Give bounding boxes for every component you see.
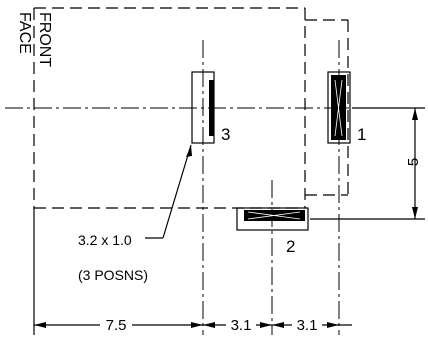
vertical-dim-value: 5 xyxy=(405,158,422,166)
lead-pos2 xyxy=(236,207,309,231)
front-face-label: FRONT FACE xyxy=(16,12,53,67)
front-label: FRONT xyxy=(36,12,53,67)
pos2-label: 2 xyxy=(286,237,295,256)
note-leader xyxy=(145,144,192,239)
pos3-label: 3 xyxy=(221,125,230,144)
face-label: FACE xyxy=(16,12,33,54)
lead-pos3 xyxy=(191,71,215,144)
lead-pos1 xyxy=(327,71,351,144)
pos1-label: 1 xyxy=(357,125,366,144)
dim-pos2-to-pos1: 3.1 xyxy=(297,317,318,334)
rear-outline xyxy=(305,19,349,196)
dim-pos3-to-pos2: 3.1 xyxy=(231,317,252,334)
note-size: 3.2 x 1.0 xyxy=(78,232,132,248)
dim-front-to-pos3: 7.5 xyxy=(106,317,127,334)
vertical-dimension xyxy=(310,108,425,220)
note-posns: (3 POSNS) xyxy=(78,267,148,283)
